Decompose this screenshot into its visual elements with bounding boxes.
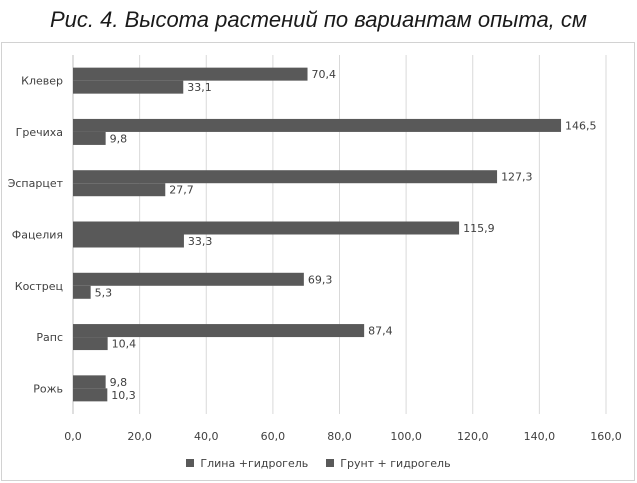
data-label-series-2: 27,7 [169,184,194,197]
data-label-series-2: 33,1 [187,81,212,94]
data-label-series-1: 70,4 [312,68,337,81]
legend-swatch-series-1 [186,459,195,467]
bar-series-2 [73,131,106,145]
x-tick-label: 140,0 [524,430,556,443]
data-label-series-2: 10,3 [111,389,136,402]
bar-series-2 [73,388,108,402]
x-tick-label: 60,0 [261,430,286,443]
x-tick-label: 100,0 [390,430,422,443]
bar-series-2 [73,285,91,299]
bar-series-2 [73,337,108,351]
bar-series-1 [73,272,304,286]
category-label: Гречиха [16,126,63,139]
data-label-series-2: 9,8 [110,132,128,145]
bar-series-2 [73,80,184,94]
data-label-series-2: 33,3 [188,235,213,248]
bar-series-1 [73,118,562,132]
legend-swatch-series-2 [326,459,335,467]
category-label: Кострец [15,280,63,293]
category-label: Рожь [33,382,63,395]
bar-series-2 [73,234,184,248]
data-label-series-1: 127,3 [501,171,533,184]
bar-series-1 [73,324,365,338]
category-label: Рапс [36,331,63,344]
data-label-series-1: 9,8 [110,376,128,389]
legend-item-series-1: Глина +гидрогель [186,457,308,470]
data-label-series-1: 69,3 [308,273,333,286]
bar-series-1 [73,67,308,81]
x-tick-label: 120,0 [457,430,489,443]
category-label: Фацелия [12,229,63,242]
bar-series-1 [73,170,498,184]
data-label-series-2: 5,3 [95,286,113,299]
bar-series-1 [73,375,106,389]
data-label-series-1: 115,9 [463,222,495,235]
chart-legend: Глина +гидрогель Грунт + гидрогель [0,454,637,472]
data-label-series-1: 87,4 [368,325,393,338]
legend-item-series-2: Грунт + гидрогель [326,456,451,470]
bar-series-1 [73,221,460,235]
x-tick-label: 0,0 [64,430,82,443]
category-label: Эспарцет [8,177,64,190]
x-tick-label: 160,0 [590,430,622,443]
x-tick-label: 20,0 [127,430,152,443]
legend-label-series-2: Грунт + гидрогель [340,456,451,470]
figure-caption: Рис. 4. Высота растений по вариантам опы… [49,7,587,32]
x-tick-label: 80,0 [327,430,352,443]
data-label-series-2: 10,4 [112,338,136,351]
legend-label-series-1: Глина +гидрогель [200,456,309,470]
data-label-series-1: 146,5 [565,119,597,132]
x-tick-label: 40,0 [194,430,219,443]
chart-frame [1,42,635,481]
category-label: Клевер [21,75,63,88]
bar-series-2 [73,183,166,197]
